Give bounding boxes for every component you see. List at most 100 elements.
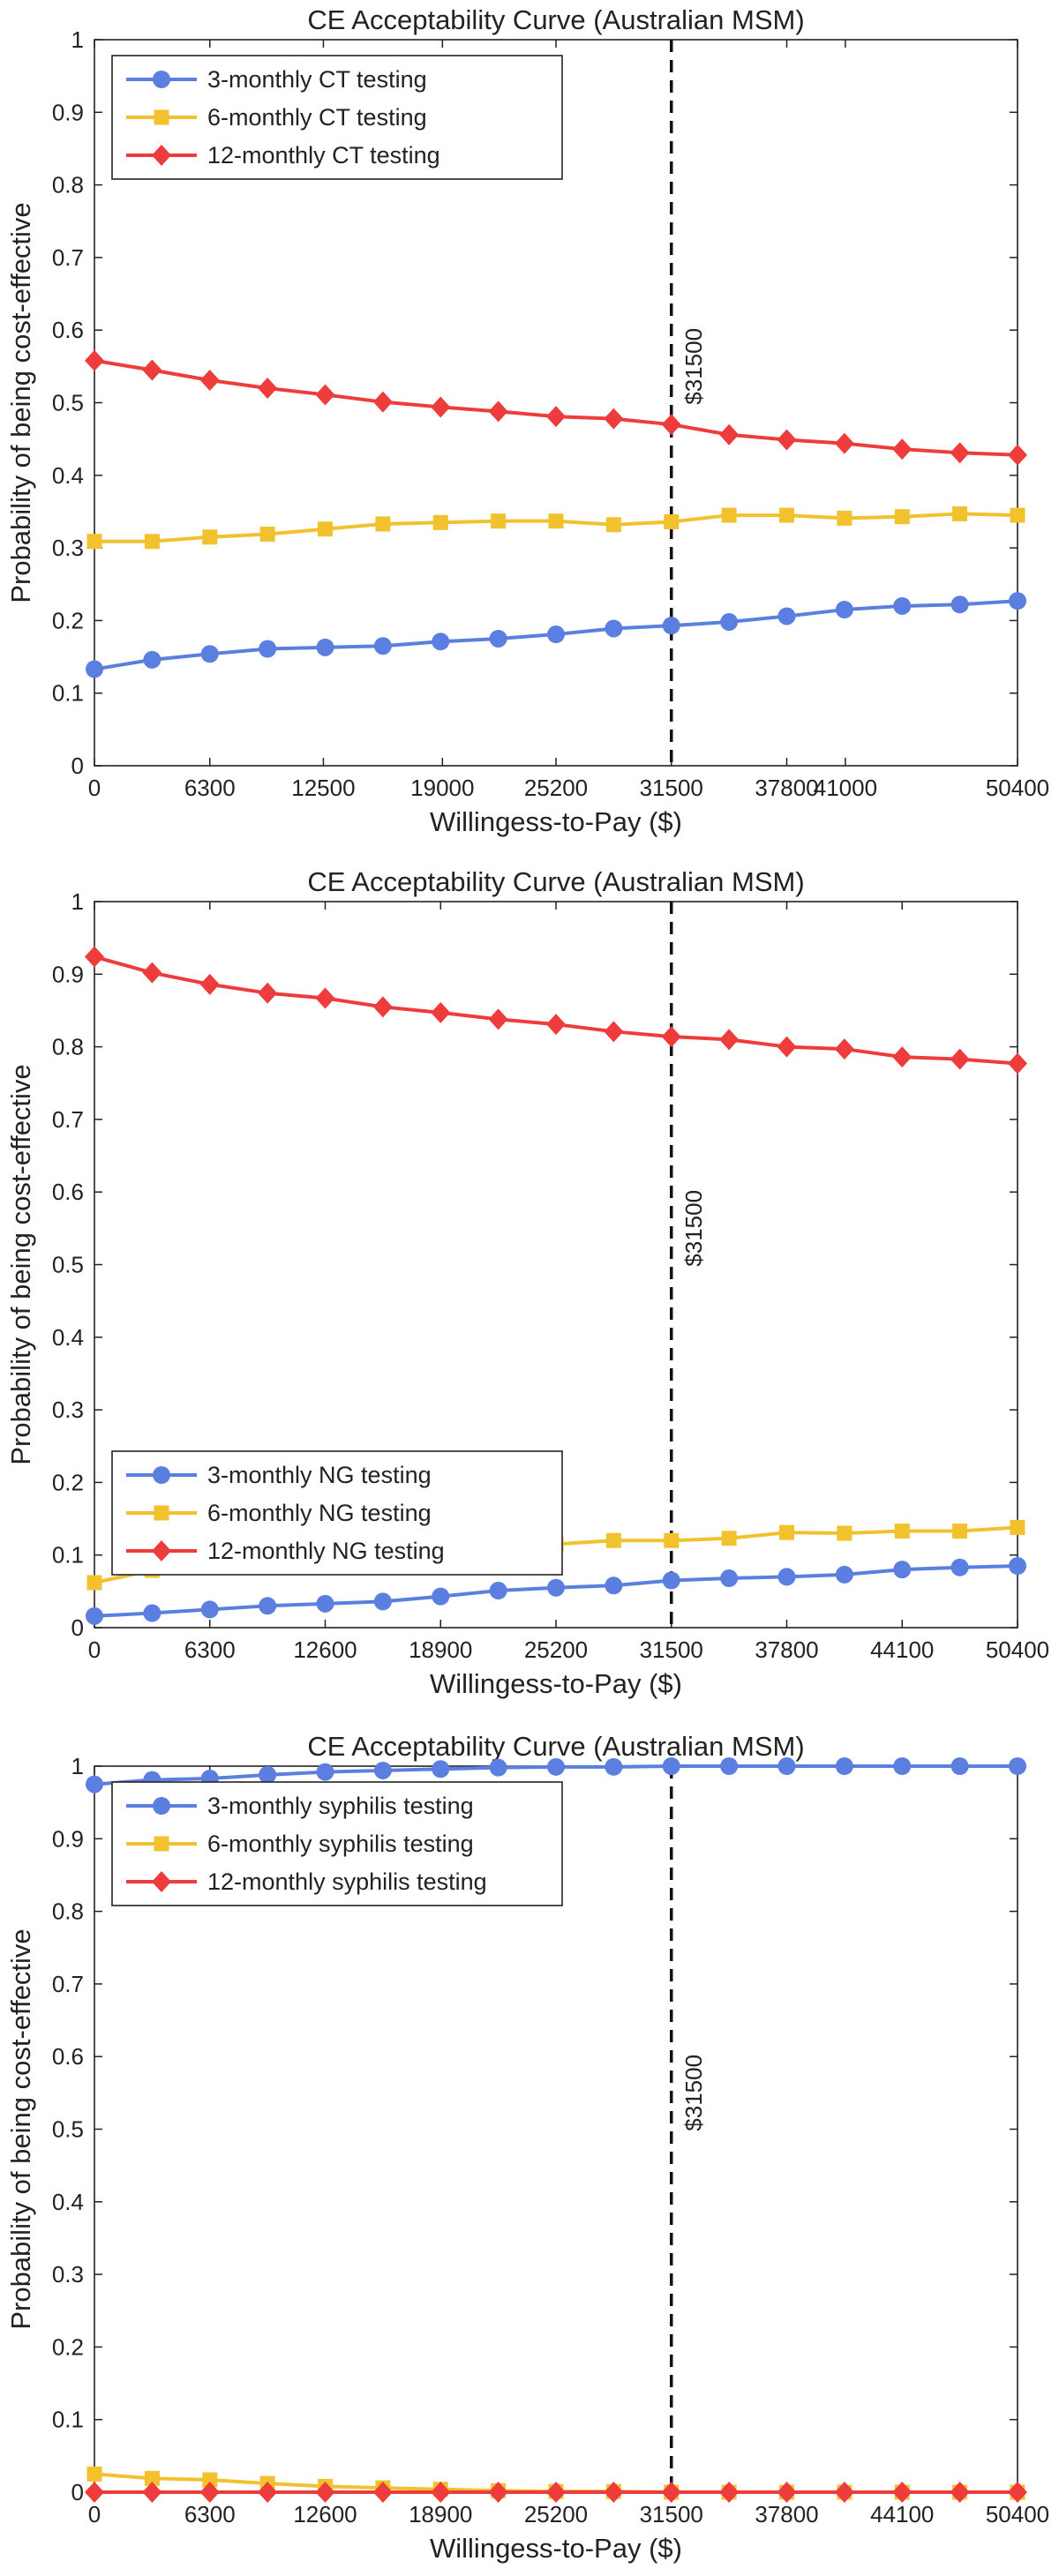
x-tick-label: 31500: [640, 775, 703, 801]
data-point: [144, 534, 160, 550]
chart-title: CE Acceptability Curve (Australian MSM): [307, 1731, 804, 1762]
x-tick-label: 6300: [184, 2501, 236, 2527]
y-axis-label: Probability of being cost-effective: [5, 1928, 36, 2329]
series-3: [85, 2482, 1027, 2503]
legend-swatch-marker: [153, 71, 170, 88]
legend: 3-monthly syphilis testing 6-monthly syph…: [111, 1781, 563, 1906]
y-tick-label: 1: [71, 1753, 84, 1779]
legend-entry: 3-monthly syphilis testing: [207, 1793, 474, 1819]
data-point: [142, 359, 162, 381]
x-tick-label: 50400: [986, 2501, 1049, 2527]
data-point: [950, 2482, 970, 2503]
data-point: [86, 534, 102, 550]
data-point: [837, 510, 852, 526]
x-tick-label: 0: [88, 2501, 101, 2527]
y-tick-label: 0.7: [52, 1106, 84, 1133]
data-point: [721, 1531, 737, 1546]
legend-entry: 12-monthly NG testing: [207, 1538, 445, 1564]
data-point: [894, 1524, 910, 1539]
chart-panel-1: CE Acceptability Curve (Australian MSM) 0…: [5, 4, 1049, 837]
y-tick-label: 0.5: [52, 1252, 84, 1278]
legend: 3-monthly CT testing 6-monthly CT testing…: [111, 55, 563, 180]
series-1: [86, 1557, 1026, 1625]
data-point: [259, 1597, 277, 1615]
legend-swatch-marker: [152, 145, 171, 166]
data-point: [1009, 1757, 1026, 1775]
legend-entry: 3-monthly NG testing: [207, 1462, 432, 1488]
data-point: [777, 2482, 797, 2503]
data-point: [1008, 1052, 1027, 1075]
y-tick-label: 0.1: [52, 680, 84, 707]
data-point: [199, 2482, 220, 2503]
y-tick-label: 0.4: [52, 1324, 84, 1351]
y-tick-label: 0.7: [52, 1971, 84, 1997]
data-point: [835, 1757, 853, 1775]
data-point: [258, 982, 278, 1004]
y-tick-label: 0.1: [52, 2407, 84, 2433]
legend-entry: 6-monthly syphilis testing: [207, 1831, 474, 1857]
y-tick-label: 0: [71, 1614, 84, 1641]
y-tick-label: 0.2: [52, 2333, 84, 2360]
y-tick-label: 0.4: [52, 462, 84, 489]
data-point: [777, 1036, 797, 1058]
data-point: [661, 2482, 681, 2503]
data-point: [372, 2482, 393, 2503]
data-point: [315, 987, 335, 1009]
y-tick-label: 0.6: [52, 1179, 84, 1205]
legend-swatch-marker: [154, 1505, 169, 1521]
data-point: [893, 596, 912, 615]
data-point: [547, 625, 565, 644]
data-point: [950, 1757, 969, 1775]
x-tick-label: 18900: [409, 2501, 472, 2527]
data-point: [431, 396, 451, 418]
y-tick-label: 0.5: [52, 390, 84, 416]
data-point: [318, 521, 333, 537]
data-point: [662, 1571, 680, 1590]
data-point: [605, 1757, 623, 1776]
data-point: [835, 601, 853, 619]
data-point: [720, 1569, 739, 1588]
x-tick-label: 41000: [814, 775, 877, 801]
data-point: [86, 1775, 103, 1793]
data-point: [779, 1524, 794, 1540]
data-point: [546, 1014, 566, 1036]
data-point: [547, 1578, 565, 1597]
data-point: [488, 1008, 508, 1030]
data-point: [372, 391, 393, 413]
data-point: [316, 1763, 334, 1781]
data-point: [777, 607, 796, 625]
series-3: [85, 349, 1027, 466]
data-point: [604, 2482, 624, 2503]
data-point: [1009, 1557, 1026, 1576]
threshold-label: $31500: [680, 328, 707, 405]
data-point: [142, 2482, 162, 2503]
data-point: [893, 1757, 912, 1775]
y-tick-label: 0.2: [52, 1469, 84, 1495]
y-tick-label: 0.7: [52, 244, 84, 271]
x-tick-label: 6300: [184, 775, 236, 801]
data-point: [1010, 1519, 1025, 1535]
data-point: [200, 645, 219, 663]
x-axis-label: Willingess-to-Pay ($): [430, 806, 682, 837]
x-axis-label: Willingess-to-Pay ($): [430, 2533, 682, 2564]
x-tick-label: 25200: [524, 2501, 588, 2527]
x-tick-label: 0: [88, 1636, 101, 1663]
y-tick-label: 1: [71, 888, 84, 915]
data-point: [779, 507, 794, 523]
data-point: [315, 384, 335, 406]
data-point: [1009, 592, 1026, 610]
x-tick-label: 44100: [870, 2501, 934, 2527]
chart-title: CE Acceptability Curve (Australian MSM): [307, 4, 804, 35]
y-tick-label: 0.8: [52, 172, 84, 198]
x-tick-label: 44100: [870, 1636, 934, 1663]
chart-title: CE Acceptability Curve (Australian MSM): [307, 866, 804, 897]
data-point: [777, 1757, 796, 1775]
data-point: [604, 1021, 624, 1043]
y-tick-label: 0: [71, 2479, 84, 2505]
data-point: [202, 2472, 218, 2488]
data-point: [488, 2482, 508, 2503]
data-point: [85, 2482, 104, 2503]
y-axis-label: Probability of being cost-effective: [5, 202, 36, 603]
data-point: [547, 1757, 565, 1776]
